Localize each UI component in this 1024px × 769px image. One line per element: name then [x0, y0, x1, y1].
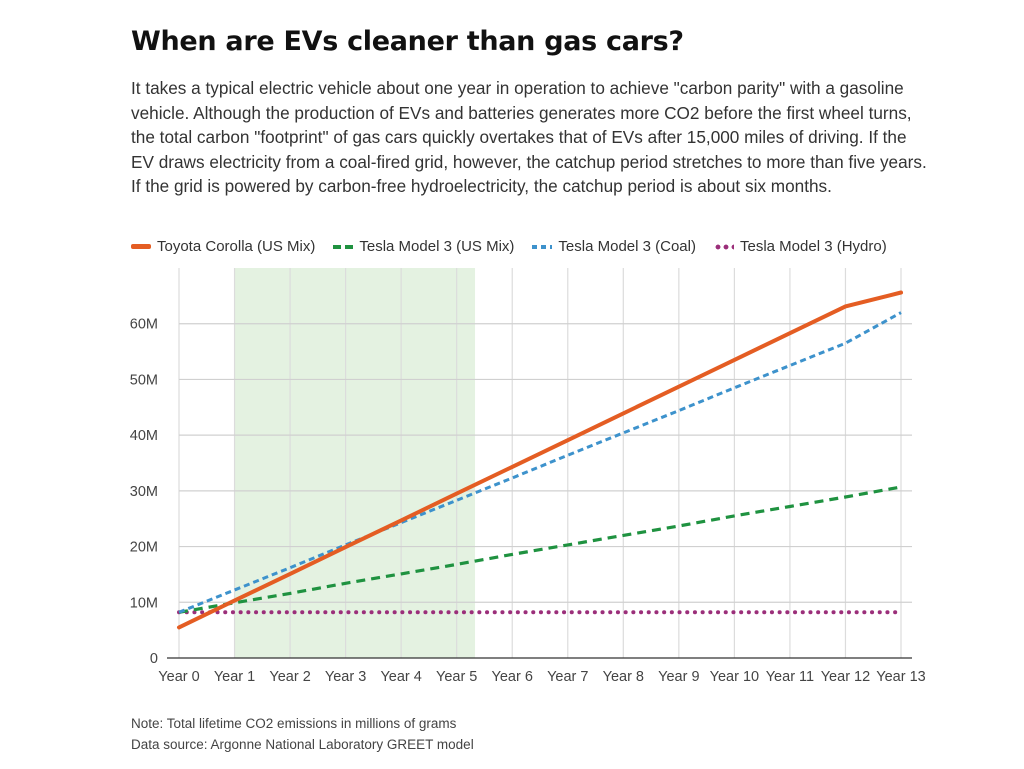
y-tick-label: 60M — [130, 317, 158, 333]
legend-label: Tesla Model 3 (Hydro) — [739, 238, 887, 255]
x-tick-label: Year 11 — [766, 669, 814, 685]
y-tick-label: 30M — [130, 484, 158, 500]
series-line-toyota-corolla-us-mix — [177, 290, 903, 630]
x-tick-label: Year 2 — [269, 669, 310, 685]
chart-note: Note: Total lifetime CO2 emissions in mi… — [131, 716, 457, 731]
y-tick-label: 50M — [130, 372, 158, 388]
chart-description: It takes a typical electric vehicle abou… — [131, 78, 927, 197]
legend-item: Tesla Model 3 (US Mix) — [333, 238, 514, 255]
legend-swatch — [333, 244, 354, 249]
x-tick-label: Year 5 — [436, 669, 477, 685]
y-tick-label: 40M — [130, 428, 158, 444]
x-tick-label: Year 8 — [603, 669, 644, 685]
legend-label: Toyota Corolla (US Mix) — [157, 238, 316, 255]
x-tick-label: Year 7 — [547, 669, 588, 685]
legend-label: Tesla Model 3 (US Mix) — [359, 238, 515, 255]
y-tick-label: 10M — [130, 595, 158, 611]
y-tick-label: 0 — [150, 651, 158, 667]
chart-title: When are EVs cleaner than gas cars? — [131, 26, 684, 57]
x-tick-label: Year 13 — [876, 669, 925, 685]
x-tick-label: Year 10 — [710, 669, 759, 685]
legend-swatch — [532, 244, 553, 249]
chart-footnotes: Note: Total lifetime CO2 emissions in mi… — [131, 713, 474, 755]
x-tick-label: Year 9 — [658, 669, 699, 685]
legend-item: Tesla Model 3 (Coal) — [532, 238, 696, 255]
chart-legend: Toyota Corolla (US Mix) Tesla Model 3 (US… — [131, 238, 887, 255]
highlight-band — [234, 268, 476, 658]
chart-source: Data source: Argonne National Laboratory… — [131, 737, 474, 752]
legend-label: Tesla Model 3 (Coal) — [558, 238, 696, 255]
legend-item: Toyota Corolla (US Mix) — [131, 238, 315, 255]
legend-swatch — [131, 244, 151, 249]
x-tick-label: Year 12 — [821, 669, 870, 685]
legend-item: Tesla Model 3 (Hydro) — [713, 238, 887, 255]
x-tick-label: Year 1 — [214, 669, 255, 685]
series-line-tesla-model-3-us-mix — [178, 485, 902, 614]
x-tick-label: Year 6 — [492, 669, 533, 685]
legend-swatch — [713, 243, 734, 250]
x-tick-label: Year 4 — [380, 669, 421, 685]
y-tick-label: 20M — [130, 540, 158, 556]
x-tick-label: Year 3 — [325, 669, 366, 685]
x-tick-label: Year 0 — [158, 669, 199, 685]
